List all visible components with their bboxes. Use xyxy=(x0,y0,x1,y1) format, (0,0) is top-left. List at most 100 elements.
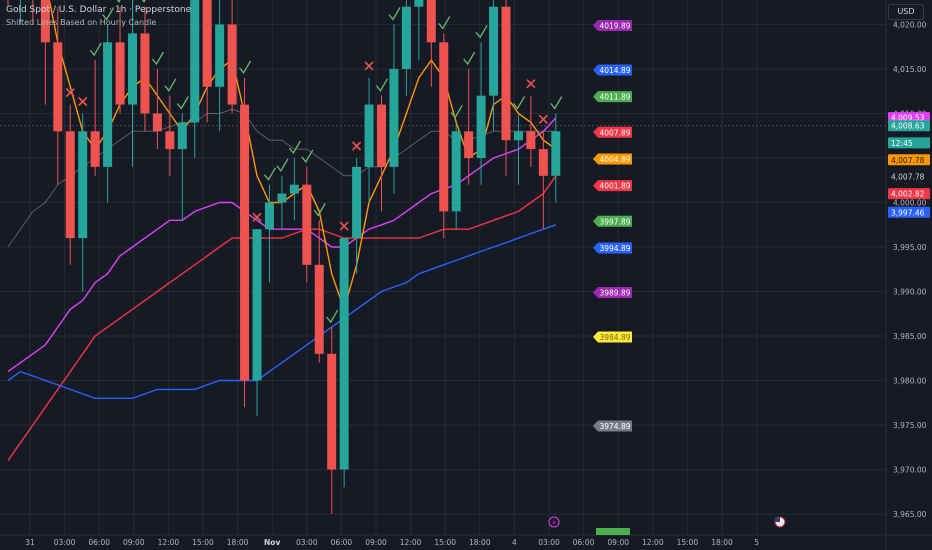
purple-ma-line xyxy=(7,117,557,373)
axis-price-tag-label: 4,002.82 xyxy=(891,190,925,199)
check-icon xyxy=(288,140,301,155)
x-tick-label: 18:00 xyxy=(227,538,249,547)
price-tag-label: 4011.89 xyxy=(599,93,630,102)
red-ma-line xyxy=(7,175,557,462)
axis-price-tag-label: 3,997.46 xyxy=(891,208,925,217)
x-tick-label: 5 xyxy=(754,538,759,547)
check-icon xyxy=(512,96,526,110)
check-icon xyxy=(550,96,563,110)
candle-body xyxy=(401,6,411,69)
candle-body xyxy=(327,353,337,470)
candle-body xyxy=(152,113,162,132)
price-tag xyxy=(593,64,632,76)
y-tick-label: 4,015.00 xyxy=(893,65,927,74)
axis-price-tag xyxy=(888,120,930,132)
price-tag xyxy=(593,331,632,343)
candles xyxy=(7,0,561,514)
price-tag-label: 4019.89 xyxy=(599,21,630,30)
candle-body xyxy=(451,131,461,212)
symbol-title[interactable]: Gold Spot / U.S. Dollar · 1h · Peppersto… xyxy=(6,5,192,15)
axis-price-tag-label: 4,007.78 xyxy=(891,156,925,165)
currency-button[interactable]: USD xyxy=(888,4,924,20)
check-icon xyxy=(89,42,102,57)
x-tick-label: 15:00 xyxy=(434,538,456,547)
cross-icon xyxy=(78,96,88,107)
lightning-icon xyxy=(548,516,560,528)
y-tick-label: 4,000.00 xyxy=(893,199,927,208)
price-tag xyxy=(593,19,632,31)
flag-icon-canton xyxy=(775,517,780,522)
candle-body xyxy=(377,104,386,167)
y-tick-label: 3,995.00 xyxy=(893,243,927,252)
orange-ma-line xyxy=(48,0,557,312)
candle-body xyxy=(314,264,324,354)
price-tag xyxy=(593,286,632,298)
candle-body xyxy=(40,0,50,43)
candle-body xyxy=(551,131,561,176)
candle-body xyxy=(414,0,424,7)
check-icon xyxy=(375,78,389,92)
x-tick-label: Nov xyxy=(264,538,280,547)
price-tag xyxy=(593,91,632,103)
candle-body xyxy=(53,42,63,132)
check-icon xyxy=(116,0,121,3)
candle-body xyxy=(352,166,362,239)
cross-icon xyxy=(252,212,262,222)
y-tick-label: 3,975.00 xyxy=(893,421,927,430)
signal-markers xyxy=(65,0,563,324)
price-tag-clipped xyxy=(596,528,630,535)
candle-body xyxy=(252,229,262,381)
candle-body xyxy=(426,0,436,43)
price-tag-label: 3984.89 xyxy=(599,333,630,342)
x-tick-label: 09:00 xyxy=(123,538,145,547)
candle-body xyxy=(227,24,237,105)
y-tick-label: 4,020.00 xyxy=(893,21,927,30)
price-tags: +4.24019.894014.894011.894007.894004.894… xyxy=(593,19,632,535)
check-icon xyxy=(176,96,189,110)
price-tag xyxy=(593,242,632,254)
cross-icon xyxy=(538,114,548,124)
check-icon xyxy=(388,7,401,21)
axis-price-tag xyxy=(888,154,930,166)
candle-body xyxy=(364,104,374,167)
price-tag xyxy=(593,180,632,192)
price-tag-label: 3989.89 xyxy=(599,288,630,297)
candle-body xyxy=(78,131,88,239)
candle-body xyxy=(65,131,75,239)
candle-body xyxy=(489,6,499,96)
cross-icon xyxy=(65,88,75,98)
lightning-icon-glyph: ⚡ xyxy=(552,519,557,527)
candle-body xyxy=(240,104,250,381)
axis-price-tag-label: 4,009.53 xyxy=(891,114,925,123)
candle-body xyxy=(165,131,175,150)
check-icon xyxy=(463,51,476,66)
check-icon xyxy=(313,202,326,217)
axis-price-tag xyxy=(888,188,930,200)
cross-icon xyxy=(364,61,374,71)
candle-body xyxy=(526,131,536,150)
check-icon xyxy=(164,78,177,92)
x-tick-label: 03:00 xyxy=(54,538,76,547)
x-tick-label: 18:00 xyxy=(711,538,733,547)
axis-price-tag xyxy=(888,206,930,218)
y-tick-label: 3,990.00 xyxy=(893,288,927,297)
y-tick-label: 3,965.00 xyxy=(893,510,927,519)
candle-body xyxy=(277,193,287,203)
axis-price-tag-label: 12:45 xyxy=(891,139,913,148)
x-tick-label: 18:00 xyxy=(469,538,491,547)
candle-body xyxy=(339,238,349,470)
price-tag xyxy=(593,420,632,432)
x-tick-label: 12:00 xyxy=(642,538,664,547)
price-tag-label: 4004.89 xyxy=(599,155,630,164)
check-icon xyxy=(475,24,488,39)
check-icon xyxy=(239,60,252,75)
cross-icon xyxy=(352,141,362,151)
candle-body xyxy=(476,95,486,158)
axis-price-tag-label: 4,008.63 xyxy=(891,122,925,131)
cross-icon xyxy=(339,221,349,231)
indicator-title[interactable]: Shifted Lines Based on Hourly Candle xyxy=(6,18,157,27)
candle-body xyxy=(439,42,449,212)
